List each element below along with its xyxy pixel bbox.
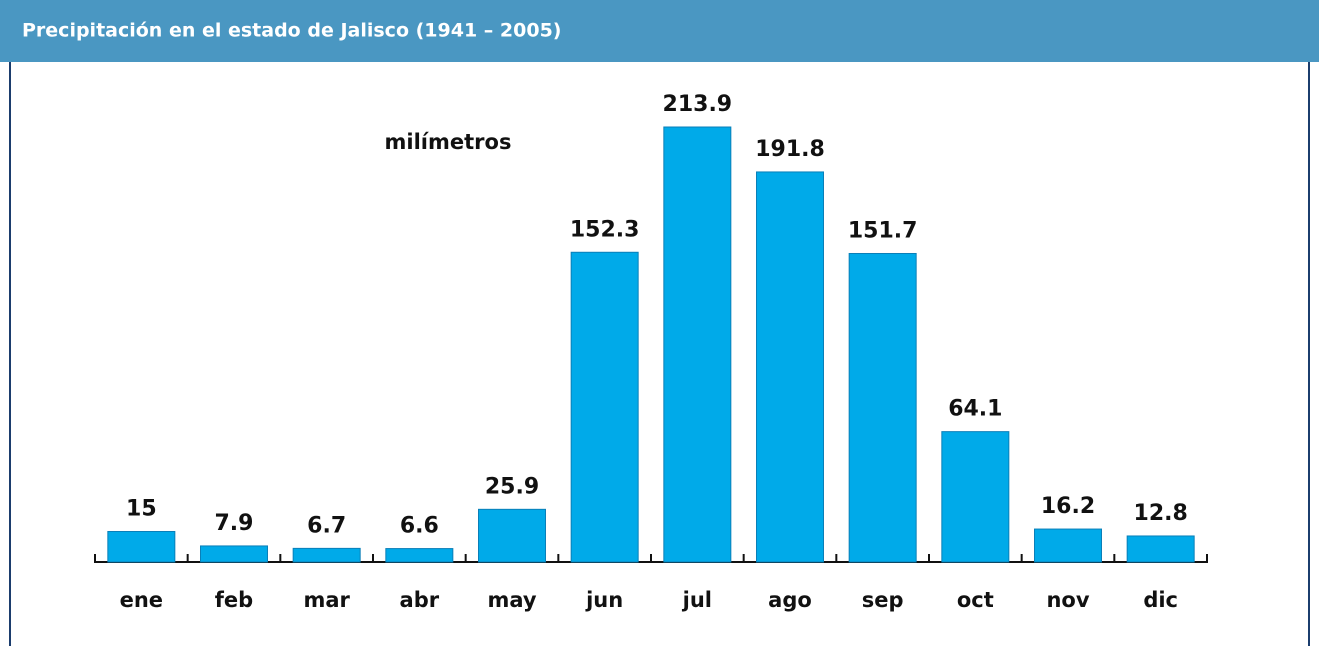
bar — [1034, 528, 1102, 563]
bar — [478, 508, 546, 563]
bar — [570, 251, 639, 563]
chart-title: Precipitación en el estado de Jalisco (1… — [22, 20, 561, 42]
bar — [756, 171, 824, 563]
x-tick-label: ago — [768, 588, 812, 612]
x-tick-label: ene — [120, 588, 163, 612]
value-label: 6.6 — [400, 514, 439, 539]
value-label: 6.7 — [307, 513, 346, 538]
x-tick-label: jun — [585, 588, 623, 612]
x-tick-label: abr — [400, 588, 440, 612]
x-tick-label: oct — [957, 588, 994, 612]
value-label: 12.8 — [1134, 501, 1188, 526]
x-tick-label: nov — [1046, 588, 1089, 612]
value-label: 7.9 — [215, 511, 254, 536]
x-tick-label: feb — [215, 588, 253, 612]
value-label: 64.1 — [948, 397, 1002, 422]
bar — [848, 252, 917, 563]
x-tick-label: dic — [1143, 588, 1178, 612]
y-axis-label: milímetros — [385, 130, 512, 154]
bar — [200, 545, 268, 563]
value-label: 15 — [126, 496, 157, 521]
x-tick-label: mar — [303, 588, 350, 612]
header-bar — [0, 0, 1319, 62]
value-label: 191.8 — [755, 137, 825, 162]
x-tick-label: sep — [862, 588, 904, 612]
value-label: 152.3 — [570, 217, 640, 242]
bar — [663, 126, 732, 563]
x-tick-label: may — [487, 588, 536, 612]
value-label: 151.7 — [848, 218, 918, 243]
value-label: 16.2 — [1041, 494, 1095, 519]
bar — [1126, 535, 1195, 563]
value-label: 213.9 — [663, 92, 733, 117]
bar — [107, 530, 176, 563]
value-label: 25.9 — [485, 474, 539, 499]
bar — [385, 548, 454, 563]
bar — [941, 431, 1010, 563]
x-tick-label: jul — [682, 588, 712, 612]
bar — [292, 547, 361, 563]
